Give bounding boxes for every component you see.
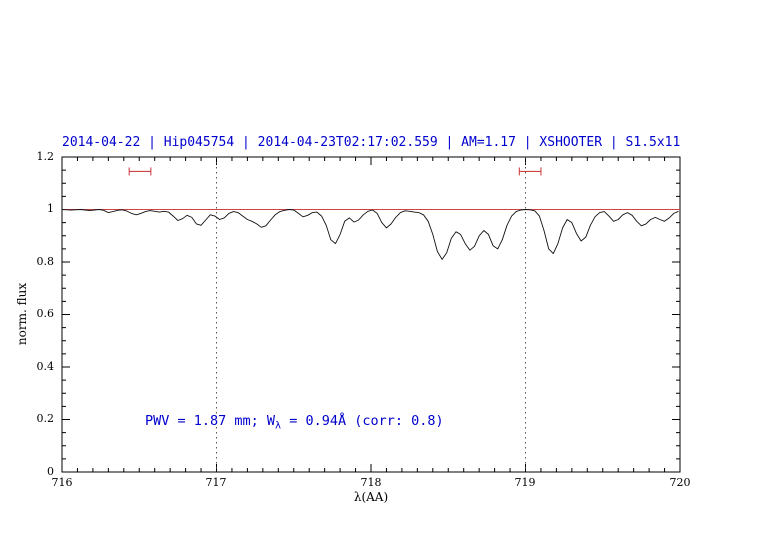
spectrum-line	[61, 209, 679, 260]
x-axis-label: λ(AA)	[353, 490, 389, 504]
y-tick-label: 1	[47, 202, 54, 215]
pwv-annotation-suffix: = 0.94Å (corr: 0.8)	[281, 413, 444, 429]
y-tick-label: 0.4	[36, 360, 55, 373]
x-tick-label: 718	[360, 476, 382, 489]
y-tick-label: 0.6	[36, 307, 55, 320]
plot-title: 2014-04-22 | Hip045754 | 2014-04-23T02:1…	[62, 135, 681, 150]
y-tick-label: 1.2	[36, 150, 55, 163]
y-tick-label: 0	[47, 465, 54, 478]
x-tick-label: 717	[205, 476, 227, 489]
y-tick-label: 0.2	[36, 412, 55, 425]
pwv-annotation: PWV = 1.87 mm; Wλ = 0.94Å (corr: 0.8)	[145, 413, 444, 432]
y-tick-label: 0.8	[36, 255, 55, 268]
pwv-annotation-subscript: λ	[275, 420, 282, 432]
x-tick-label: 720	[669, 476, 691, 489]
x-tick-label: 719	[514, 476, 536, 489]
pwv-annotation-prefix: PWV = 1.87 mm; W	[145, 413, 276, 429]
x-tick-label: 716	[51, 476, 73, 489]
